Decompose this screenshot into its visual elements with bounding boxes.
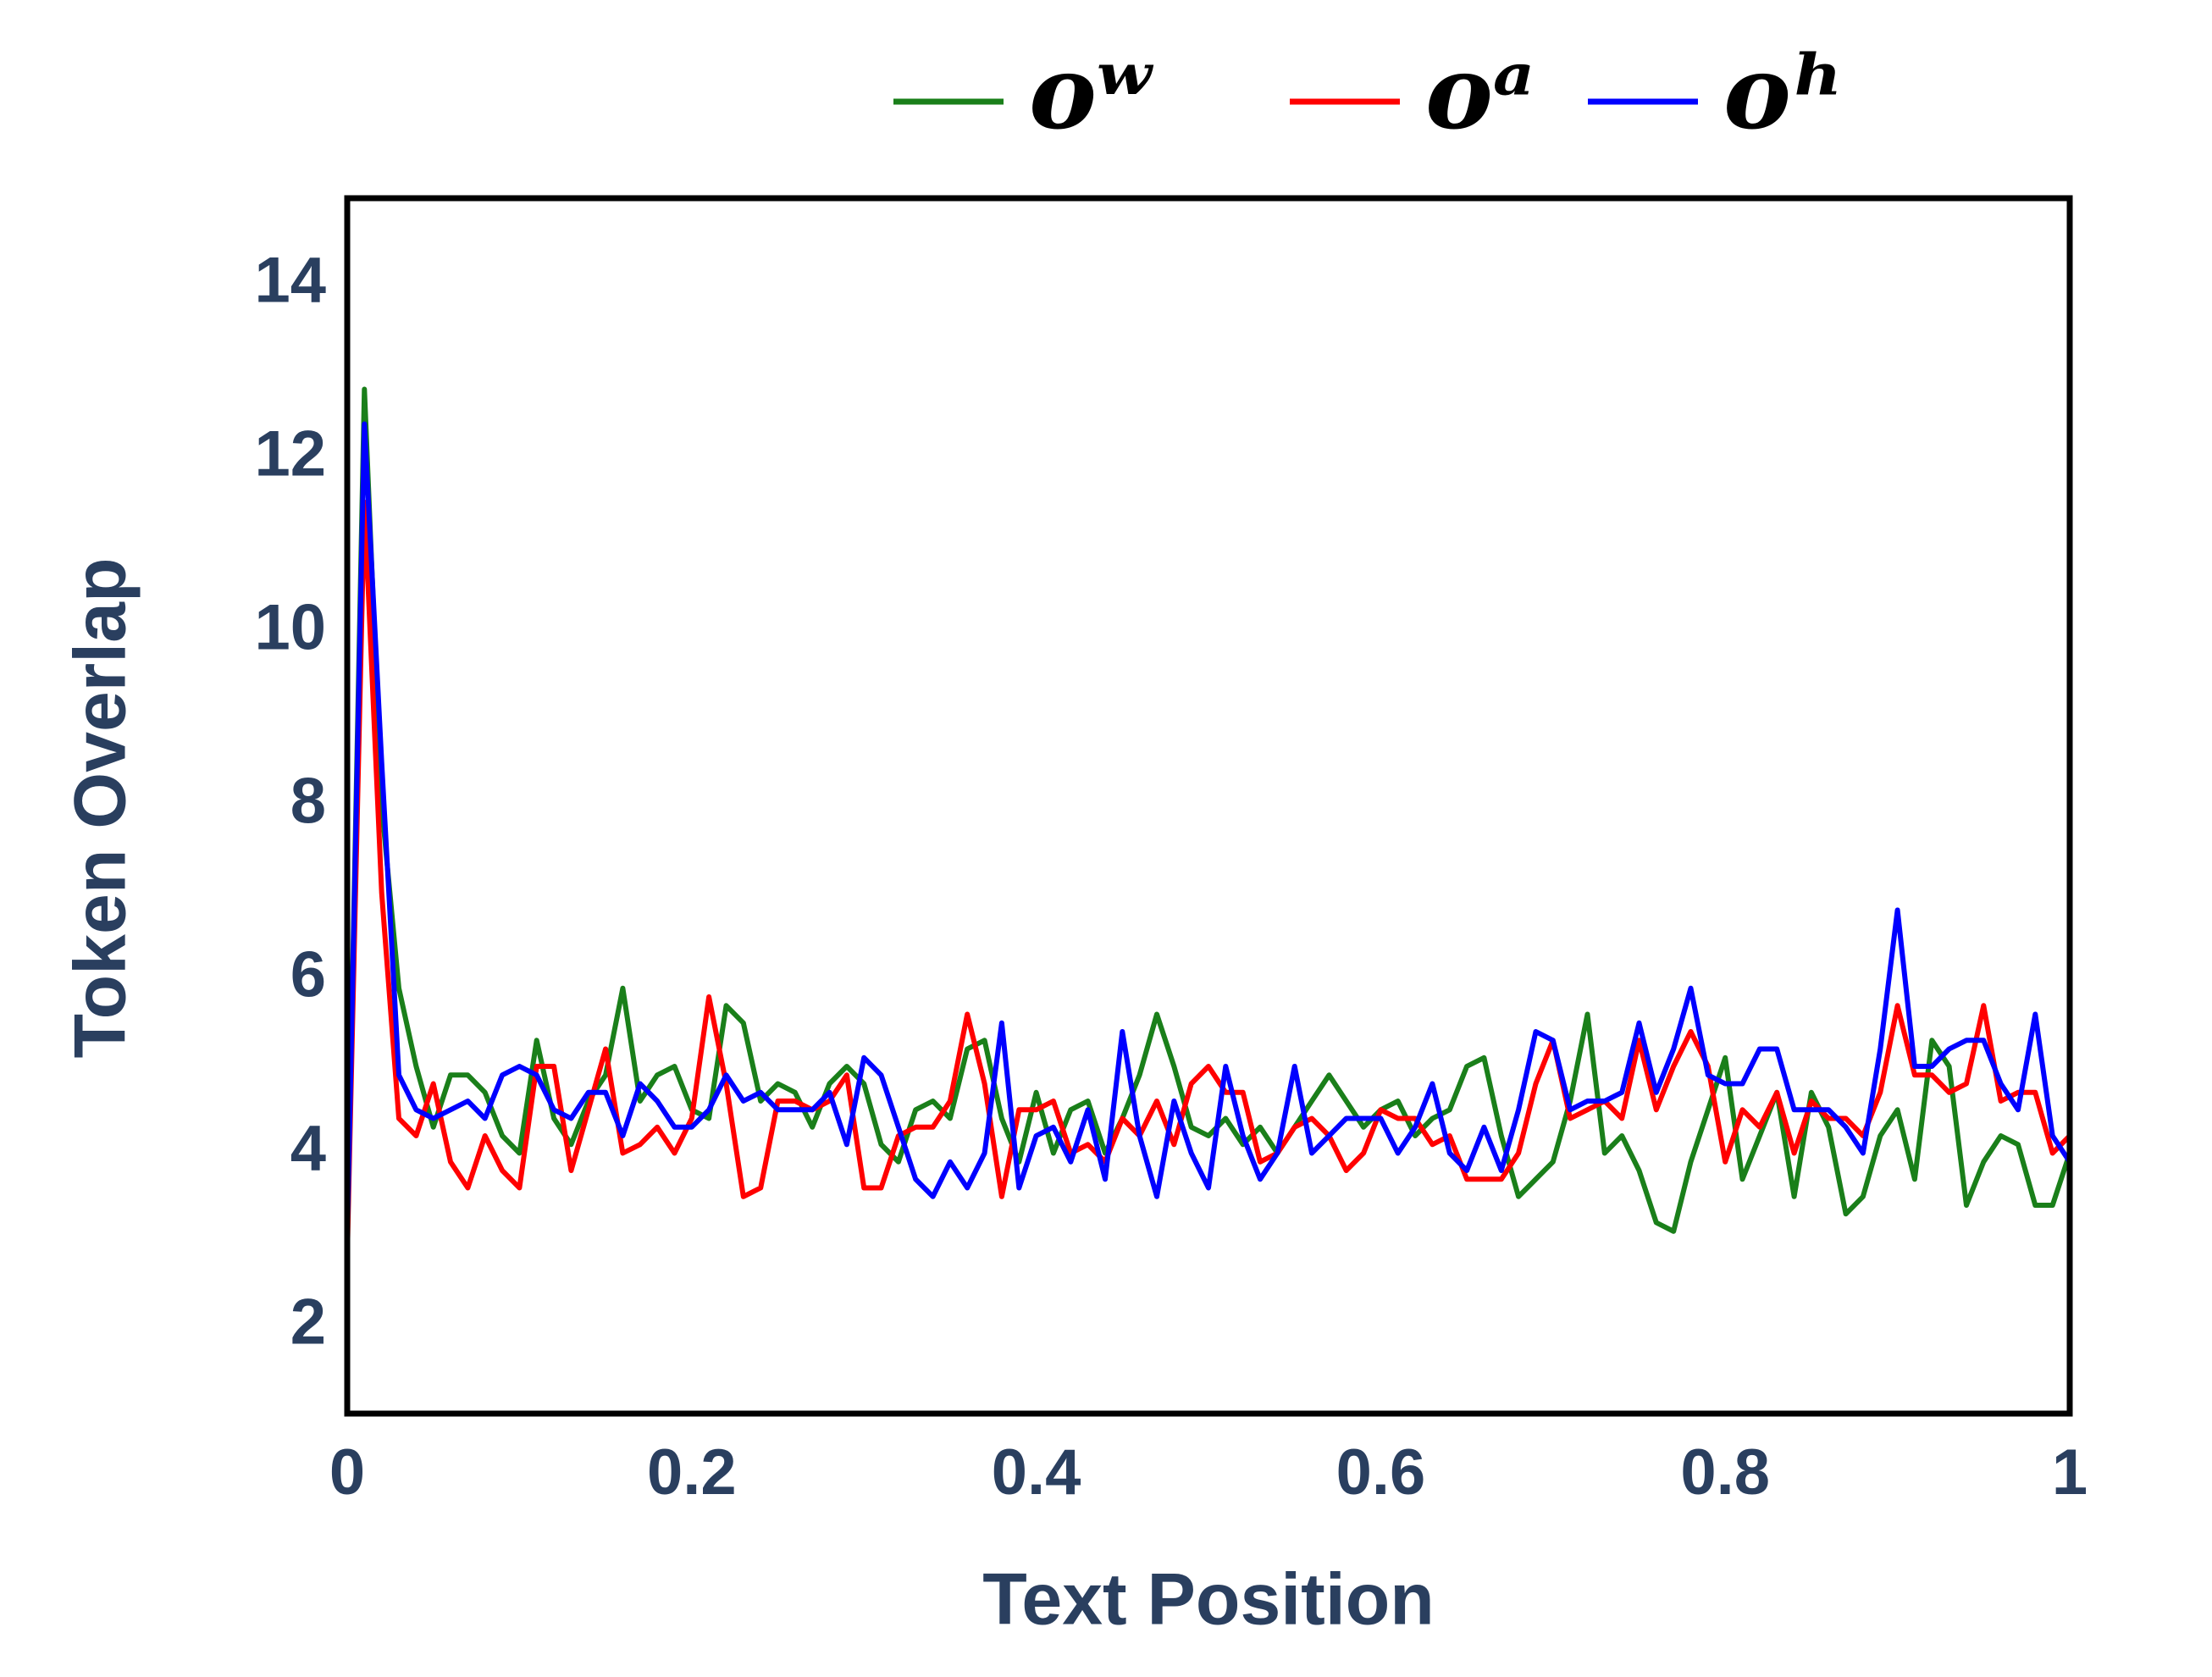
x-tick-label: 1 [2052, 1436, 2088, 1508]
x-tick-label: 0.2 [647, 1436, 737, 1508]
series-line [347, 499, 2070, 1260]
x-axis-title: Text Position [982, 1559, 1435, 1641]
y-tick-label: 6 [290, 939, 326, 1011]
y-tick-label: 8 [290, 766, 326, 838]
y-tick-label: 4 [290, 1113, 326, 1185]
series-line [347, 421, 2070, 1243]
x-tick-label: 0.4 [992, 1436, 1081, 1508]
series-line [347, 386, 2070, 1243]
y-tick-label: 12 [254, 418, 326, 490]
y-tick-label: 14 [254, 245, 326, 317]
legend-label: oʷ [1029, 33, 1154, 152]
legend-label: oʰ [1723, 33, 1844, 152]
x-tick-label: 0 [329, 1436, 365, 1508]
y-tick-label: 10 [254, 592, 326, 664]
legend-label: oᵃ [1425, 33, 1535, 152]
y-tick-label: 2 [290, 1287, 326, 1359]
x-tick-label: 0.6 [1336, 1436, 1426, 1508]
y-axis-title: Token Overlap [60, 557, 141, 1058]
x-tick-label: 0.8 [1680, 1436, 1770, 1508]
plot-frame [344, 195, 2073, 1417]
